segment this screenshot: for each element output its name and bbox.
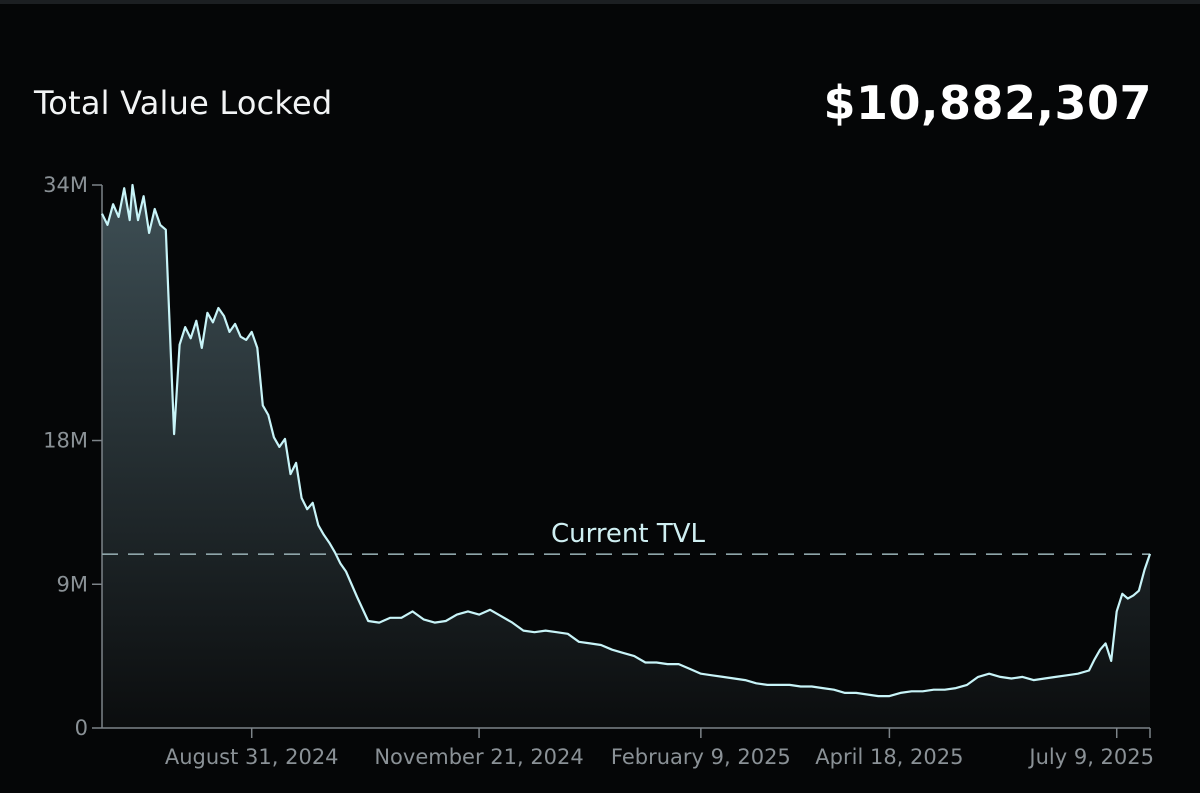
y-tick-label: 0 [75,716,88,740]
x-tick-label: February 9, 2025 [611,745,791,769]
x-tick-label: November 21, 2024 [374,745,583,769]
y-axis-ticks: 0 9M 18M 34M [43,173,102,740]
area-layer [102,185,1150,728]
top-border [0,0,1200,4]
x-axis-ticks: August 31, 2024 November 21, 2024 February… [165,728,1154,769]
x-tick-label: April 18, 2025 [815,745,963,769]
chart-title: Total Value Locked [34,84,333,122]
tvl-value: $10,882,307 [823,76,1152,130]
x-tick-label: August 31, 2024 [165,745,339,769]
axis-layer [101,185,1150,729]
tvl-series-line [101,183,1152,698]
tvl-area-fill [102,185,1150,728]
reference-layer: Current TVL [102,519,1150,556]
y-tick-label: 18M [43,429,88,453]
current-tvl-label: Current TVL [551,519,706,549]
x-tick-label: July 9, 2025 [1027,745,1154,769]
line-layer [101,183,1152,698]
y-tick-label: 9M [57,572,88,596]
y-tick-label: 34M [43,173,88,197]
